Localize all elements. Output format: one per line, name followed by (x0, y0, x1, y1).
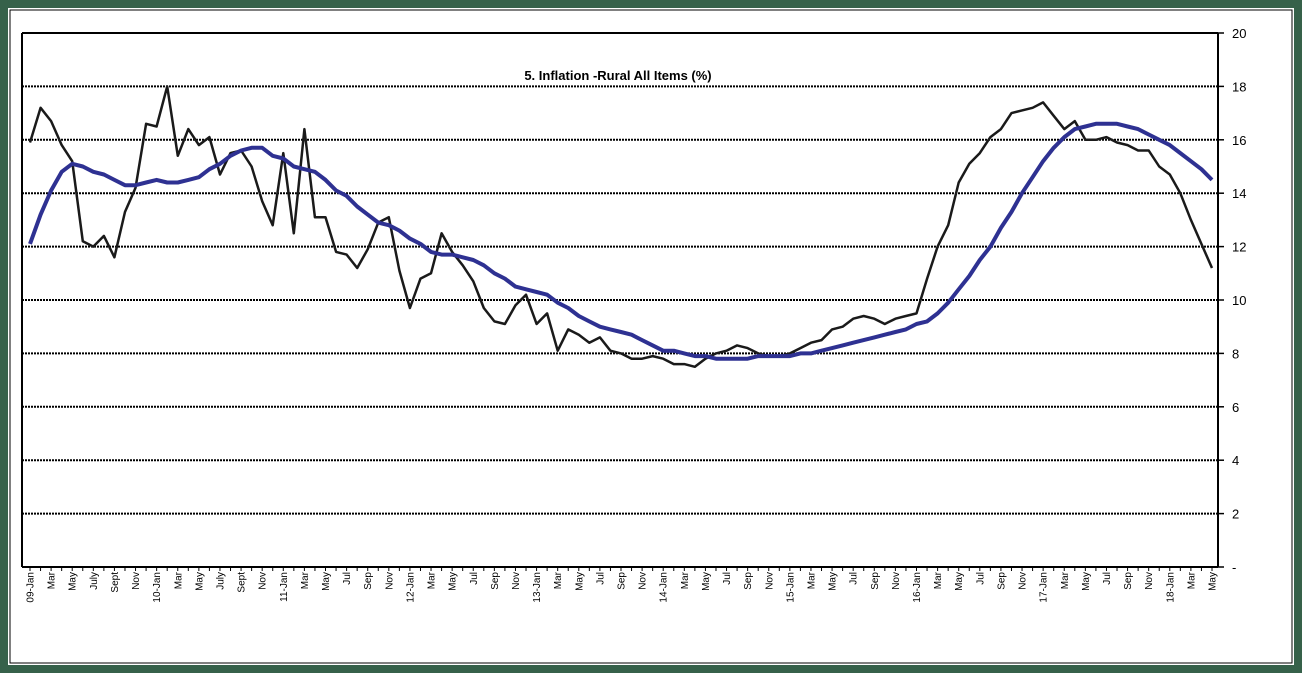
y-tick-label: 20 (1232, 26, 1246, 41)
x-tick-label: Jul (1102, 572, 1113, 585)
y-tick-label: 6 (1232, 400, 1239, 415)
x-tick-label: Nov (891, 572, 902, 590)
x-tick-label: Jul (975, 572, 986, 585)
x-tick-label: Sep (617, 572, 628, 590)
x-tick-label: 10-Jan (152, 572, 163, 603)
x-tick-label: Sep (490, 572, 501, 590)
series-line (28, 121, 1214, 361)
inner-frame (9, 9, 1293, 664)
x-tick-label: Mar (933, 571, 944, 589)
x-tick-label: Nov (1144, 572, 1155, 590)
x-tick-label: Jul (595, 572, 606, 585)
x-tick-label: 13-Jan (532, 572, 543, 603)
x-tick-label: Mar (806, 571, 817, 589)
x-tick-label: Mar (47, 571, 58, 589)
y-tick-label: 10 (1232, 293, 1246, 308)
x-tick-label: Jul (722, 572, 733, 585)
x-tick-label: May (448, 572, 459, 591)
x-tick-label: 09-Jan (26, 572, 37, 603)
x-tick-label: Jul (849, 572, 860, 585)
x-tick-label: 11-Jan (279, 572, 290, 602)
x-tick-label: May (574, 572, 585, 591)
x-tick-label: Mar (680, 571, 691, 589)
x-tick-label: Nov (131, 572, 142, 590)
x-tick-label: May (954, 572, 965, 591)
x-tick-label: Nov (384, 572, 395, 590)
x-tick-label: July (215, 572, 226, 590)
x-tick-label: Nov (638, 572, 649, 590)
y-tick-label: 18 (1232, 79, 1246, 94)
x-tick-label: Sep (1123, 572, 1134, 590)
x-tick-label: Sept (237, 572, 248, 593)
x-tick-label: Mar (300, 571, 311, 589)
x-tick-label: Nov (1018, 572, 1029, 590)
y-tick-label: 4 (1232, 453, 1239, 468)
x-tick-label: Nov (511, 572, 522, 590)
x-tick-label: Mar (1060, 571, 1071, 589)
x-tick-label: Sep (363, 572, 374, 590)
x-tick-label: 12-Jan (405, 572, 416, 603)
y-tick-label: 14 (1232, 186, 1246, 201)
x-tick-label: Jul (342, 572, 353, 585)
x-tick-label: Nov (258, 572, 269, 590)
x-tick-label: May (68, 572, 79, 591)
x-tick-label: May (701, 572, 712, 591)
y-tick-label: 8 (1232, 346, 1239, 361)
x-tick-label: May (321, 572, 332, 591)
x-tick-label: Mar (173, 571, 184, 589)
x-tick-label: May (1208, 572, 1219, 591)
x-tick-label: July (89, 572, 100, 590)
x-tick-label: May (194, 572, 205, 591)
chart-title: 5. Inflation -Rural All Items (%) (524, 68, 711, 83)
x-tick-label: Sep (996, 572, 1007, 590)
x-tick-label: 16-Jan (912, 572, 923, 603)
x-tick-label: 18-Jan (1165, 572, 1176, 603)
x-tick-label: 15-Jan (785, 572, 796, 603)
x-tick-label: Mar (427, 571, 438, 589)
x-tick-label: Sept (110, 572, 121, 593)
x-tick-label: 14-Jan (659, 572, 670, 603)
y-tick-label: 2 (1232, 507, 1239, 522)
x-tick-label: Mar (553, 571, 564, 589)
x-tick-label: Nov (764, 572, 775, 590)
x-tick-label: 17-Jan (1039, 572, 1050, 603)
x-tick-label: May (1081, 572, 1092, 591)
x-tick-label: May (828, 572, 839, 591)
y-tick-label: 12 (1232, 240, 1246, 255)
y-tick-label: - (1232, 560, 1236, 575)
x-tick-label: Sep (870, 572, 881, 590)
x-tick-label: Mar (1186, 571, 1197, 589)
y-tick-label: 16 (1232, 133, 1246, 148)
x-tick-label: Jul (469, 572, 480, 585)
x-tick-label: Sep (743, 572, 754, 590)
